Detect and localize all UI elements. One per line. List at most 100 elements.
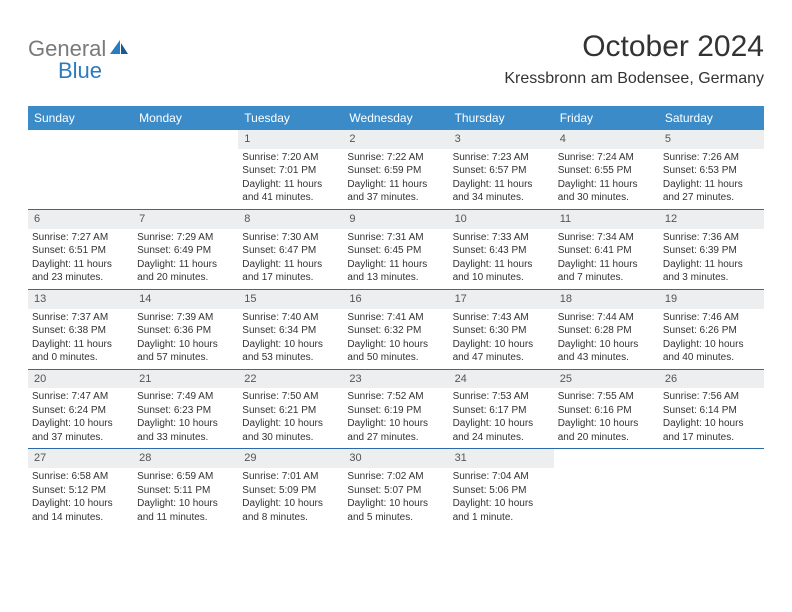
day-number: 3 <box>449 130 554 149</box>
calendar-body: 1Sunrise: 7:20 AMSunset: 7:01 PMDaylight… <box>28 130 764 528</box>
calendar-cell: 15Sunrise: 7:40 AMSunset: 6:34 PMDayligh… <box>238 290 343 369</box>
day-number: 14 <box>133 290 238 309</box>
calendar-cell: 4Sunrise: 7:24 AMSunset: 6:55 PMDaylight… <box>554 130 659 209</box>
cell-line: Daylight: 10 hours and 5 minutes. <box>347 497 444 524</box>
cell-line: Daylight: 11 hours and 13 minutes. <box>347 258 444 285</box>
cell-line: Sunset: 6:36 PM <box>137 324 234 338</box>
header: General Blue October 2024 Kressbronn am … <box>28 30 764 88</box>
day-number: 5 <box>659 130 764 149</box>
cell-line: Sunrise: 7:41 AM <box>347 311 444 325</box>
calendar-cell: 18 Sunrise: 7:44 AMSunset: 6:28 PMDayligh… <box>554 290 659 369</box>
calendar-cell: 31Sunrise: 7:04 AMSunset: 5:06 PMDayligh… <box>449 449 554 528</box>
cell-line: Sunset: 6:43 PM <box>453 244 550 258</box>
cell-line: Sunset: 6:23 PM <box>137 404 234 418</box>
calendar-cell: 12Sunrise: 7:36 AMSunset: 6:39 PMDayligh… <box>659 210 764 289</box>
cell-line: Sunrise: 7:34 AM <box>558 231 655 245</box>
cell-line: Sunrise: 7:44 AM <box>558 311 655 325</box>
cell-line: Sunrise: 7:22 AM <box>347 151 444 165</box>
cell-line: Daylight: 11 hours and 27 minutes. <box>663 178 760 205</box>
cell-line: Sunset: 6:30 PM <box>453 324 550 338</box>
day-number <box>28 130 133 134</box>
calendar-cell: 22Sunrise: 7:50 AMSunset: 6:21 PMDayligh… <box>238 370 343 449</box>
cell-line: Sunrise: 7:01 AM <box>242 470 339 484</box>
calendar-cell <box>659 449 764 528</box>
cell-line: Daylight: 11 hours and 30 minutes. <box>558 178 655 205</box>
cell-line: Sunset: 6:47 PM <box>242 244 339 258</box>
day-number: 7 <box>133 210 238 229</box>
cell-line: Daylight: 10 hours and 11 minutes. <box>137 497 234 524</box>
cell-line: Daylight: 10 hours and 43 minutes. <box>558 338 655 365</box>
calendar-cell: 8Sunrise: 7:30 AMSunset: 6:47 PMDaylight… <box>238 210 343 289</box>
cell-line: Sunrise: 6:59 AM <box>137 470 234 484</box>
title-block: October 2024 Kressbronn am Bodensee, Ger… <box>504 30 764 88</box>
day-header: Tuesday <box>238 106 343 130</box>
day-number: 2 <box>343 130 448 149</box>
cell-line: Sunset: 6:45 PM <box>347 244 444 258</box>
cell-line: Sunset: 6:28 PM <box>558 324 655 338</box>
cell-line: Daylight: 11 hours and 10 minutes. <box>453 258 550 285</box>
day-number: 18 <box>554 290 659 309</box>
cell-line: Sunset: 6:59 PM <box>347 164 444 178</box>
calendar-cell: 6Sunrise: 7:27 AMSunset: 6:51 PMDaylight… <box>28 210 133 289</box>
day-number: 12 <box>659 210 764 229</box>
cell-line: Sunrise: 7:39 AM <box>137 311 234 325</box>
cell-line: Daylight: 10 hours and 17 minutes. <box>663 417 760 444</box>
day-number: 6 <box>28 210 133 229</box>
calendar-cell: 23Sunrise: 7:52 AMSunset: 6:19 PMDayligh… <box>343 370 448 449</box>
calendar-cell: 26Sunrise: 7:56 AMSunset: 6:14 PMDayligh… <box>659 370 764 449</box>
cell-line: Daylight: 10 hours and 20 minutes. <box>558 417 655 444</box>
day-number <box>554 449 659 453</box>
logo-text-blue: Blue <box>58 58 102 83</box>
cell-line: Sunset: 6:26 PM <box>663 324 760 338</box>
day-number: 8 <box>238 210 343 229</box>
cell-line: Daylight: 11 hours and 37 minutes. <box>347 178 444 205</box>
cell-line: Sunset: 6:21 PM <box>242 404 339 418</box>
cell-line: Sunset: 5:06 PM <box>453 484 550 498</box>
cell-line: Sunset: 6:38 PM <box>32 324 129 338</box>
cell-line: Daylight: 10 hours and 14 minutes. <box>32 497 129 524</box>
calendar-cell: 5Sunrise: 7:26 AMSunset: 6:53 PMDaylight… <box>659 130 764 209</box>
calendar-cell: 1Sunrise: 7:20 AMSunset: 7:01 PMDaylight… <box>238 130 343 209</box>
logo: General Blue <box>28 30 130 82</box>
day-header: Thursday <box>449 106 554 130</box>
cell-line: Sunrise: 7:46 AM <box>663 311 760 325</box>
calendar-row: 27Sunrise: 6:58 AMSunset: 5:12 PMDayligh… <box>28 448 764 528</box>
day-number: 24 <box>449 370 554 389</box>
cell-line: Sunrise: 7:02 AM <box>347 470 444 484</box>
cell-line: Daylight: 10 hours and 1 minute. <box>453 497 550 524</box>
cell-line: Sunrise: 7:40 AM <box>242 311 339 325</box>
day-number: 13 <box>28 290 133 309</box>
cell-line: Sunrise: 7:20 AM <box>242 151 339 165</box>
cell-line: Sunset: 6:34 PM <box>242 324 339 338</box>
cell-line: Sunset: 6:24 PM <box>32 404 129 418</box>
day-header: Monday <box>133 106 238 130</box>
calendar-cell: 25Sunrise: 7:55 AMSunset: 6:16 PMDayligh… <box>554 370 659 449</box>
day-number: 23 <box>343 370 448 389</box>
calendar-cell: 27Sunrise: 6:58 AMSunset: 5:12 PMDayligh… <box>28 449 133 528</box>
cell-line: Sunset: 6:55 PM <box>558 164 655 178</box>
calendar-row: 13Sunrise: 7:37 AMSunset: 6:38 PMDayligh… <box>28 289 764 369</box>
calendar-cell: 9Sunrise: 7:31 AMSunset: 6:45 PMDaylight… <box>343 210 448 289</box>
day-header: Saturday <box>659 106 764 130</box>
cell-line: Sunrise: 7:31 AM <box>347 231 444 245</box>
calendar-cell: 13Sunrise: 7:37 AMSunset: 6:38 PMDayligh… <box>28 290 133 369</box>
calendar-cell: 24Sunrise: 7:53 AMSunset: 6:17 PMDayligh… <box>449 370 554 449</box>
day-number: 31 <box>449 449 554 468</box>
cell-line: Sunrise: 7:30 AM <box>242 231 339 245</box>
cell-line: Sunrise: 7:49 AM <box>137 390 234 404</box>
calendar-cell: 16Sunrise: 7:41 AMSunset: 6:32 PMDayligh… <box>343 290 448 369</box>
calendar-cell: 21Sunrise: 7:49 AMSunset: 6:23 PMDayligh… <box>133 370 238 449</box>
calendar: Sunday Monday Tuesday Wednesday Thursday… <box>28 106 764 528</box>
cell-line: Daylight: 11 hours and 3 minutes. <box>663 258 760 285</box>
cell-line: Sunrise: 6:58 AM <box>32 470 129 484</box>
calendar-cell: 7Sunrise: 7:29 AMSunset: 6:49 PMDaylight… <box>133 210 238 289</box>
cell-line: Sunrise: 7:47 AM <box>32 390 129 404</box>
cell-line: Sunset: 6:19 PM <box>347 404 444 418</box>
cell-line: Daylight: 10 hours and 50 minutes. <box>347 338 444 365</box>
calendar-cell: 10Sunrise: 7:33 AMSunset: 6:43 PMDayligh… <box>449 210 554 289</box>
day-number: 28 <box>133 449 238 468</box>
cell-line: Daylight: 11 hours and 23 minutes. <box>32 258 129 285</box>
cell-line: Daylight: 10 hours and 24 minutes. <box>453 417 550 444</box>
calendar-page: General Blue October 2024 Kressbronn am … <box>0 0 792 548</box>
day-number: 21 <box>133 370 238 389</box>
